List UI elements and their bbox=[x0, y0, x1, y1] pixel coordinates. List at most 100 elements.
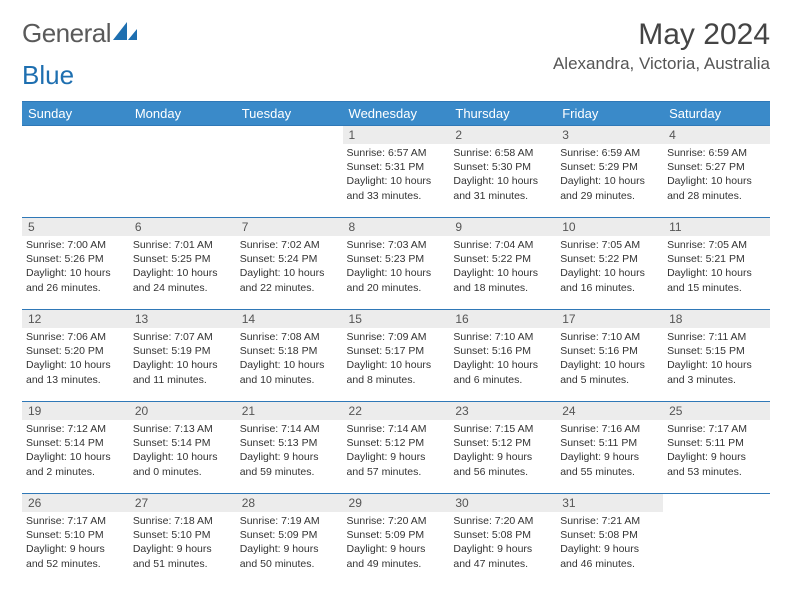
day-number: 30 bbox=[449, 494, 556, 512]
day-details: Sunrise: 7:14 AMSunset: 5:12 PMDaylight:… bbox=[343, 420, 450, 481]
day-number: 10 bbox=[556, 218, 663, 236]
day-details: Sunrise: 7:03 AMSunset: 5:23 PMDaylight:… bbox=[343, 236, 450, 297]
day-number: 21 bbox=[236, 402, 343, 420]
day-number: 9 bbox=[449, 218, 556, 236]
day-details: Sunrise: 7:04 AMSunset: 5:22 PMDaylight:… bbox=[449, 236, 556, 297]
calendar-day-cell: 21Sunrise: 7:14 AMSunset: 5:13 PMDayligh… bbox=[236, 402, 343, 494]
calendar-day-cell: 27Sunrise: 7:18 AMSunset: 5:10 PMDayligh… bbox=[129, 494, 236, 586]
day-number: 14 bbox=[236, 310, 343, 328]
day-number: 22 bbox=[343, 402, 450, 420]
day-number: 20 bbox=[129, 402, 236, 420]
day-details: Sunrise: 7:01 AMSunset: 5:25 PMDaylight:… bbox=[129, 236, 236, 297]
day-number: 25 bbox=[663, 402, 770, 420]
calendar-week-row: 26Sunrise: 7:17 AMSunset: 5:10 PMDayligh… bbox=[22, 494, 770, 586]
brand-word-1: General bbox=[22, 18, 111, 49]
day-number: 12 bbox=[22, 310, 129, 328]
day-details: Sunrise: 7:13 AMSunset: 5:14 PMDaylight:… bbox=[129, 420, 236, 481]
brand-sail-icon bbox=[113, 18, 139, 49]
day-details: Sunrise: 7:17 AMSunset: 5:11 PMDaylight:… bbox=[663, 420, 770, 481]
calendar-day-cell: 11Sunrise: 7:05 AMSunset: 5:21 PMDayligh… bbox=[663, 218, 770, 310]
calendar-day-cell: 18Sunrise: 7:11 AMSunset: 5:15 PMDayligh… bbox=[663, 310, 770, 402]
day-number: 24 bbox=[556, 402, 663, 420]
day-number: 23 bbox=[449, 402, 556, 420]
calendar-day-cell: 30Sunrise: 7:20 AMSunset: 5:08 PMDayligh… bbox=[449, 494, 556, 586]
weekday-header: Saturday bbox=[663, 102, 770, 126]
day-details: Sunrise: 6:59 AMSunset: 5:29 PMDaylight:… bbox=[556, 144, 663, 205]
day-number: 16 bbox=[449, 310, 556, 328]
day-number: 19 bbox=[22, 402, 129, 420]
calendar-day-cell: 2Sunrise: 6:58 AMSunset: 5:30 PMDaylight… bbox=[449, 126, 556, 218]
day-details: Sunrise: 7:18 AMSunset: 5:10 PMDaylight:… bbox=[129, 512, 236, 573]
day-number: 8 bbox=[343, 218, 450, 236]
calendar-day-cell: 10Sunrise: 7:05 AMSunset: 5:22 PMDayligh… bbox=[556, 218, 663, 310]
day-number: 26 bbox=[22, 494, 129, 512]
day-number: 31 bbox=[556, 494, 663, 512]
calendar-day-cell: 26Sunrise: 7:17 AMSunset: 5:10 PMDayligh… bbox=[22, 494, 129, 586]
calendar-day-cell: 25Sunrise: 7:17 AMSunset: 5:11 PMDayligh… bbox=[663, 402, 770, 494]
calendar-day-cell: 15Sunrise: 7:09 AMSunset: 5:17 PMDayligh… bbox=[343, 310, 450, 402]
day-details: Sunrise: 7:07 AMSunset: 5:19 PMDaylight:… bbox=[129, 328, 236, 389]
weekday-header: Tuesday bbox=[236, 102, 343, 126]
day-number: 28 bbox=[236, 494, 343, 512]
month-title: May 2024 bbox=[553, 18, 770, 52]
day-details: Sunrise: 7:06 AMSunset: 5:20 PMDaylight:… bbox=[22, 328, 129, 389]
calendar-empty-cell bbox=[236, 126, 343, 218]
day-number: 4 bbox=[663, 126, 770, 144]
calendar-day-cell: 7Sunrise: 7:02 AMSunset: 5:24 PMDaylight… bbox=[236, 218, 343, 310]
day-details: Sunrise: 7:20 AMSunset: 5:08 PMDaylight:… bbox=[449, 512, 556, 573]
day-number: 13 bbox=[129, 310, 236, 328]
day-number: 17 bbox=[556, 310, 663, 328]
day-number: 11 bbox=[663, 218, 770, 236]
calendar-day-cell: 8Sunrise: 7:03 AMSunset: 5:23 PMDaylight… bbox=[343, 218, 450, 310]
calendar-day-cell: 31Sunrise: 7:21 AMSunset: 5:08 PMDayligh… bbox=[556, 494, 663, 586]
title-block: May 2024 Alexandra, Victoria, Australia bbox=[553, 18, 770, 74]
calendar-empty-cell bbox=[129, 126, 236, 218]
calendar-page: General May 2024 Alexandra, Victoria, Au… bbox=[0, 0, 792, 598]
day-details: Sunrise: 7:08 AMSunset: 5:18 PMDaylight:… bbox=[236, 328, 343, 389]
day-details: Sunrise: 7:05 AMSunset: 5:22 PMDaylight:… bbox=[556, 236, 663, 297]
weekday-header: Wednesday bbox=[343, 102, 450, 126]
calendar-head: SundayMondayTuesdayWednesdayThursdayFrid… bbox=[22, 102, 770, 126]
calendar-day-cell: 20Sunrise: 7:13 AMSunset: 5:14 PMDayligh… bbox=[129, 402, 236, 494]
weekday-header: Thursday bbox=[449, 102, 556, 126]
day-details: Sunrise: 7:12 AMSunset: 5:14 PMDaylight:… bbox=[22, 420, 129, 481]
day-details: Sunrise: 7:09 AMSunset: 5:17 PMDaylight:… bbox=[343, 328, 450, 389]
calendar-day-cell: 23Sunrise: 7:15 AMSunset: 5:12 PMDayligh… bbox=[449, 402, 556, 494]
calendar-day-cell: 3Sunrise: 6:59 AMSunset: 5:29 PMDaylight… bbox=[556, 126, 663, 218]
day-number: 1 bbox=[343, 126, 450, 144]
day-details: Sunrise: 7:14 AMSunset: 5:13 PMDaylight:… bbox=[236, 420, 343, 481]
day-number: 3 bbox=[556, 126, 663, 144]
calendar-week-row: 12Sunrise: 7:06 AMSunset: 5:20 PMDayligh… bbox=[22, 310, 770, 402]
day-details: Sunrise: 7:19 AMSunset: 5:09 PMDaylight:… bbox=[236, 512, 343, 573]
calendar-day-cell: 28Sunrise: 7:19 AMSunset: 5:09 PMDayligh… bbox=[236, 494, 343, 586]
calendar-day-cell: 6Sunrise: 7:01 AMSunset: 5:25 PMDaylight… bbox=[129, 218, 236, 310]
weekday-header: Sunday bbox=[22, 102, 129, 126]
calendar-week-row: 5Sunrise: 7:00 AMSunset: 5:26 PMDaylight… bbox=[22, 218, 770, 310]
day-details: Sunrise: 7:20 AMSunset: 5:09 PMDaylight:… bbox=[343, 512, 450, 573]
day-details: Sunrise: 7:05 AMSunset: 5:21 PMDaylight:… bbox=[663, 236, 770, 297]
day-number: 27 bbox=[129, 494, 236, 512]
day-details: Sunrise: 7:15 AMSunset: 5:12 PMDaylight:… bbox=[449, 420, 556, 481]
calendar-week-row: 19Sunrise: 7:12 AMSunset: 5:14 PMDayligh… bbox=[22, 402, 770, 494]
day-details: Sunrise: 6:58 AMSunset: 5:30 PMDaylight:… bbox=[449, 144, 556, 205]
calendar-table: SundayMondayTuesdayWednesdayThursdayFrid… bbox=[22, 101, 770, 586]
calendar-day-cell: 1Sunrise: 6:57 AMSunset: 5:31 PMDaylight… bbox=[343, 126, 450, 218]
calendar-day-cell: 29Sunrise: 7:20 AMSunset: 5:09 PMDayligh… bbox=[343, 494, 450, 586]
day-details: Sunrise: 7:00 AMSunset: 5:26 PMDaylight:… bbox=[22, 236, 129, 297]
weekday-header: Friday bbox=[556, 102, 663, 126]
weekday-row: SundayMondayTuesdayWednesdayThursdayFrid… bbox=[22, 102, 770, 126]
day-details: Sunrise: 6:59 AMSunset: 5:27 PMDaylight:… bbox=[663, 144, 770, 205]
day-number: 6 bbox=[129, 218, 236, 236]
day-details: Sunrise: 7:02 AMSunset: 5:24 PMDaylight:… bbox=[236, 236, 343, 297]
day-details: Sunrise: 7:16 AMSunset: 5:11 PMDaylight:… bbox=[556, 420, 663, 481]
day-number: 15 bbox=[343, 310, 450, 328]
calendar-day-cell: 9Sunrise: 7:04 AMSunset: 5:22 PMDaylight… bbox=[449, 218, 556, 310]
calendar-day-cell: 14Sunrise: 7:08 AMSunset: 5:18 PMDayligh… bbox=[236, 310, 343, 402]
calendar-day-cell: 4Sunrise: 6:59 AMSunset: 5:27 PMDaylight… bbox=[663, 126, 770, 218]
calendar-empty-cell bbox=[663, 494, 770, 586]
calendar-day-cell: 5Sunrise: 7:00 AMSunset: 5:26 PMDaylight… bbox=[22, 218, 129, 310]
brand-logo: General bbox=[22, 18, 139, 49]
day-details: Sunrise: 7:21 AMSunset: 5:08 PMDaylight:… bbox=[556, 512, 663, 573]
calendar-empty-cell bbox=[22, 126, 129, 218]
location-subtitle: Alexandra, Victoria, Australia bbox=[553, 54, 770, 74]
